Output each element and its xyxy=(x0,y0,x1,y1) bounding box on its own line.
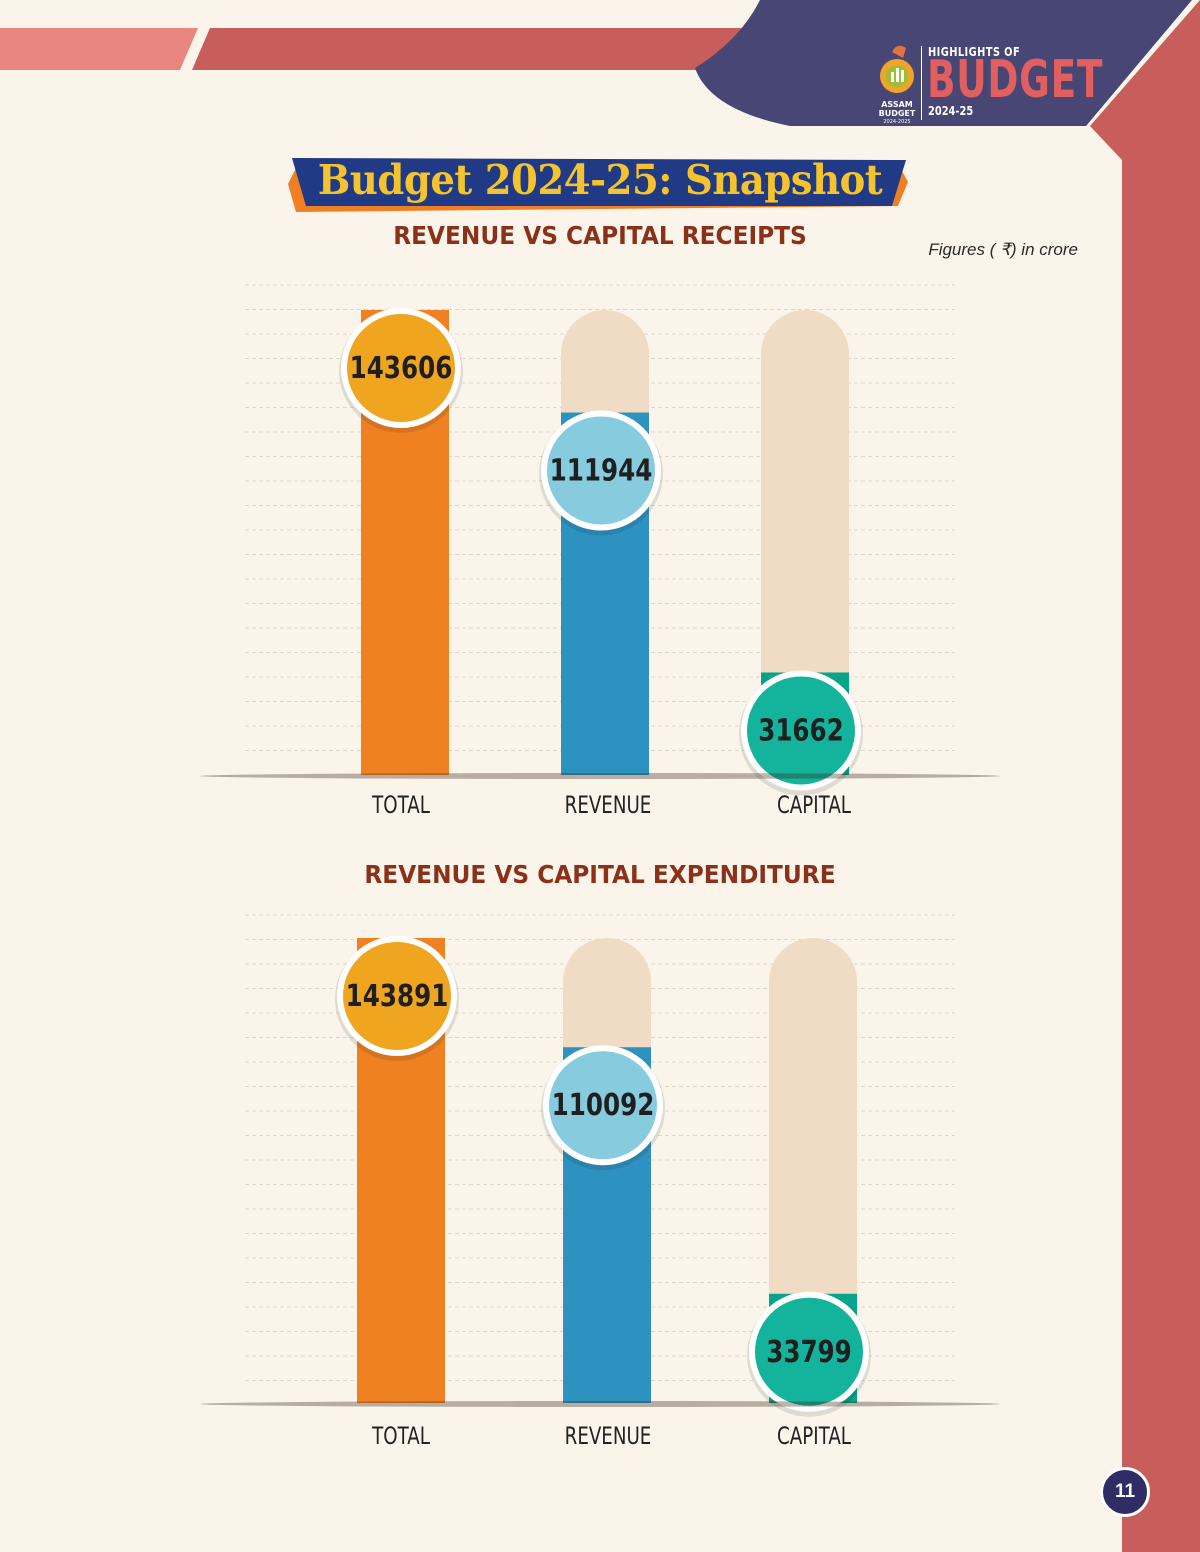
badge-total xyxy=(343,942,451,1050)
badge-capital xyxy=(747,676,855,785)
tick-label-total: TOTAL xyxy=(371,792,430,820)
data-label-revenue: 111944 xyxy=(550,454,653,488)
badge-revenue xyxy=(549,1051,657,1160)
data-label-capital: 31662 xyxy=(758,714,844,748)
bar-track-capital xyxy=(761,310,849,775)
top-ribbon-right xyxy=(192,28,760,70)
data-label-total: 143606 xyxy=(350,352,453,386)
chart-2-title: REVENUE VS CAPITAL EXPENDITURE xyxy=(364,860,836,889)
badge-capital xyxy=(755,1297,863,1406)
expenditure-chart: 143891 TOTAL 110092 REVENUE 33799 CAPITAL xyxy=(200,914,1000,1451)
top-ribbon-left xyxy=(0,28,198,70)
baseline xyxy=(200,1401,1000,1407)
header-panel xyxy=(695,0,1192,126)
receipts-chart: 143606 TOTAL 111944 REVENUE 31662 CAPITAL xyxy=(200,284,1000,820)
page-number: 11 xyxy=(1100,1467,1150,1517)
brand-block: ASSAM BUDGET 2024-2025 HIGHLIGHTS OF BUD… xyxy=(876,42,1103,125)
brand-highlights-text: HIGHLIGHTS OF xyxy=(928,45,1021,59)
data-label-capital: 33799 xyxy=(766,1336,852,1370)
logo-caption-line1: ASSAM xyxy=(881,100,913,109)
baseline xyxy=(200,773,1000,779)
badge-revenue xyxy=(547,416,655,525)
chart-1-title: REVENUE VS CAPITAL RECEIPTS xyxy=(393,221,807,250)
right-bar xyxy=(1122,150,1200,1552)
data-label-revenue: 110092 xyxy=(552,1089,655,1123)
right-bar-top xyxy=(1090,0,1200,160)
tick-label-revenue: REVENUE xyxy=(565,792,652,820)
tick-label-capital: CAPITAL xyxy=(777,792,851,820)
badge-total xyxy=(347,314,455,422)
tick-label-total: TOTAL xyxy=(371,1423,430,1451)
brand-budget-text: BUDGET xyxy=(927,50,1104,110)
brand-year-text: 2024-25 xyxy=(928,104,974,118)
bar-track-capital xyxy=(769,938,857,1403)
brand-divider xyxy=(921,46,922,120)
assam-budget-logo-icon xyxy=(880,45,914,93)
tick-label-capital: CAPITAL xyxy=(777,1423,851,1451)
logo-caption: ASSAM BUDGET 2024-2025 xyxy=(876,100,918,127)
units-note: Figures ( ₹) in crore xyxy=(928,240,1078,259)
title-banner: Budget 2024-25: Snapshot xyxy=(288,154,912,214)
page-title: Budget 2024-25: Snapshot xyxy=(317,156,883,204)
tick-label-revenue: REVENUE xyxy=(565,1423,652,1451)
title-banner-shape xyxy=(288,158,908,212)
logo-caption-line2: BUDGET xyxy=(878,109,916,118)
logo-caption-line3: 2024-2025 xyxy=(883,119,911,125)
data-label-total: 143891 xyxy=(346,980,449,1014)
